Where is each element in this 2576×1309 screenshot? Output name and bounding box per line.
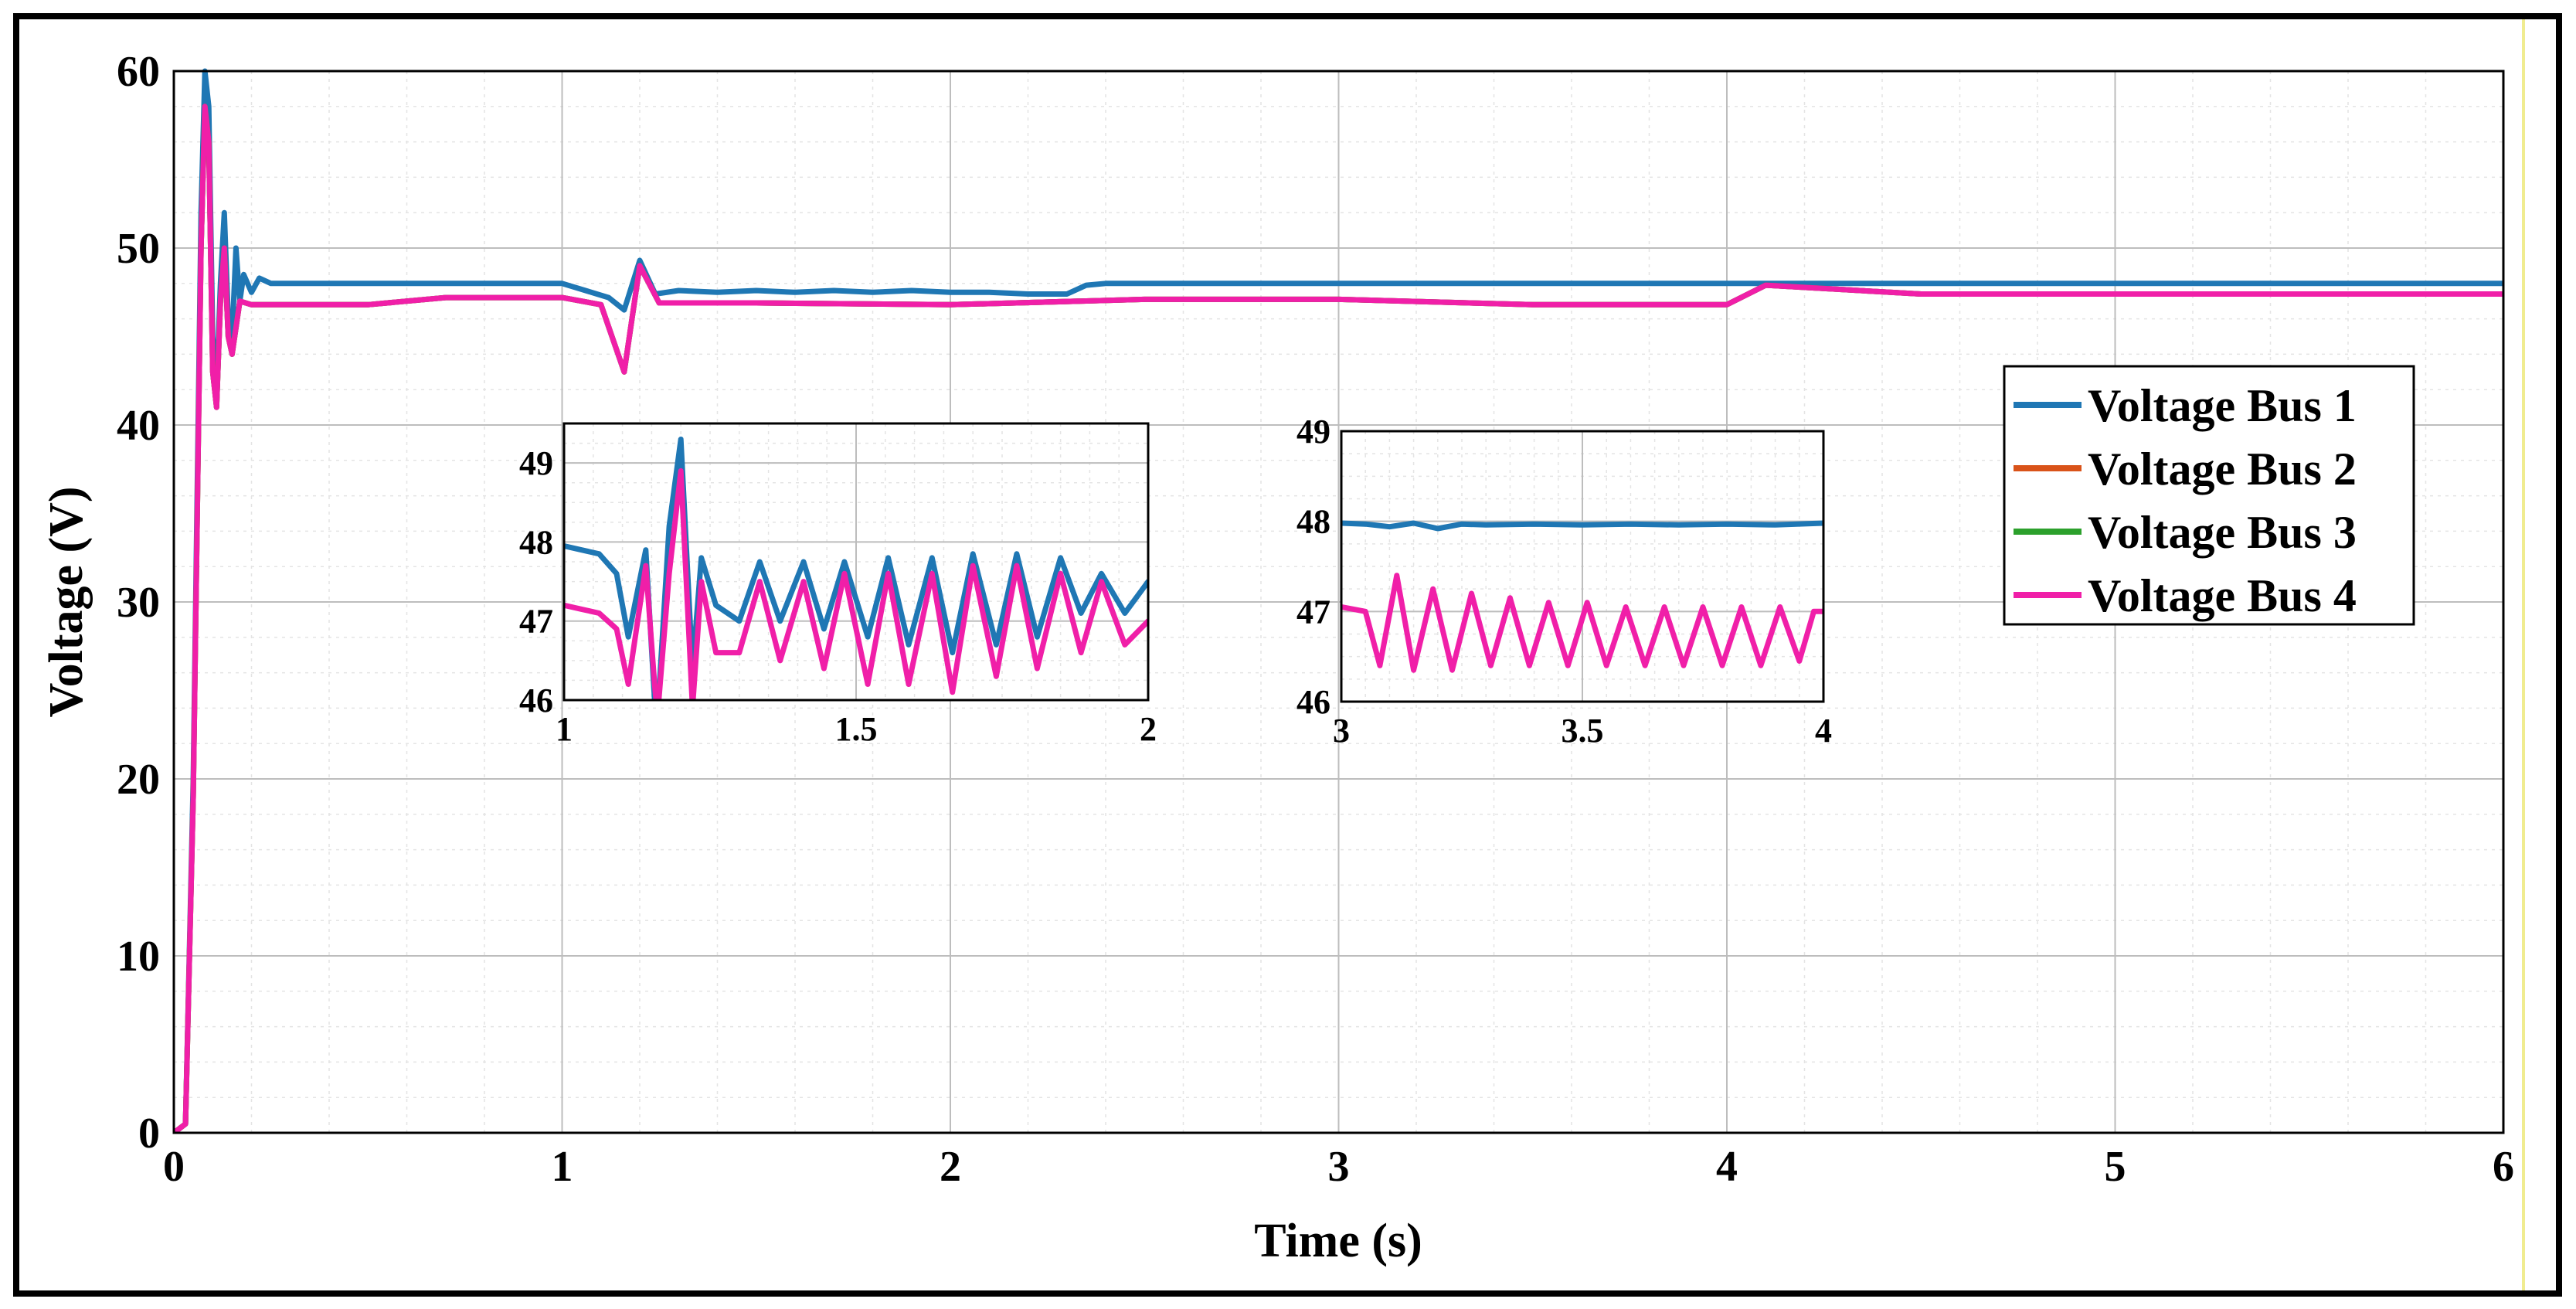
y-tick-label: 20 [117, 756, 160, 804]
y-tick-label: 50 [117, 225, 160, 273]
inset-2-y-tick-label: 47 [1296, 593, 1330, 631]
inset-1-series-lines [564, 437, 1148, 700]
legend-entry-bus-3: Voltage Bus 3 [2014, 507, 2357, 558]
inset-2-y-tick-label: 46 [1296, 683, 1330, 721]
legend: Voltage Bus 1 Voltage Bus 2 Voltage Bus … [2003, 365, 2415, 626]
inset-1-series-line-voltage-bus-4 [564, 468, 1148, 700]
legend-entry-bus-4: Voltage Bus 4 [2014, 570, 2357, 621]
x-tick-label: 5 [2105, 1143, 2126, 1191]
legend-label-bus-2: Voltage Bus 2 [2088, 444, 2357, 495]
inset-1-x-tick-labels: 1 1.5 2 [556, 710, 1157, 748]
y-tick-label: 30 [117, 579, 160, 627]
legend-label-bus-1: Voltage Bus 1 [2088, 380, 2357, 431]
x-tick-label: 1 [552, 1143, 573, 1191]
inset-2-series-line-voltage-bus-4 [1341, 573, 1823, 673]
inset-2-x-tick-label: 3 [1333, 712, 1350, 750]
inset-1-x-tick-label: 1 [556, 710, 573, 748]
inset-1-y-tick-label: 48 [519, 523, 553, 561]
y-tick-label: 40 [117, 402, 160, 450]
inset-1-box [562, 422, 1150, 702]
x-axis-label: Time (s) [1254, 1215, 1422, 1267]
legend-entry-bus-2: Voltage Bus 2 [2014, 444, 2357, 495]
legend-label-bus-4: Voltage Bus 4 [2088, 570, 2357, 621]
legend-box [2003, 365, 2415, 626]
legend-label-bus-3: Voltage Bus 3 [2088, 507, 2357, 558]
inset-2-series-lines [1341, 520, 1823, 673]
main-axes-box [172, 70, 2505, 1134]
inset-2-y-tick-label: 48 [1296, 503, 1330, 541]
main-x-tick-labels: 0 1 2 3 4 5 6 [163, 1143, 2514, 1191]
inset-2-x-tick-label: 4 [1815, 712, 1832, 750]
y-tick-label: 0 [138, 1110, 160, 1158]
inset-1-x-tick-label: 1.5 [835, 710, 878, 748]
main-y-tick-labels: 0 10 20 30 40 50 60 [117, 48, 160, 1158]
main-axes: 0 1 2 3 4 5 6 0 10 20 30 40 50 60 Time (s) Voltage (… [40, 48, 2514, 1267]
y-tick-label: 60 [117, 48, 160, 96]
main-series-lines [174, 68, 2503, 1133]
inset-1-y-tick-label: 47 [519, 603, 553, 641]
x-tick-label: 3 [1328, 1143, 1350, 1191]
inset-1-y-tick-label: 49 [519, 444, 553, 482]
inset-2-y-tick-labels: 46 47 48 49 [1296, 413, 1330, 721]
x-tick-label: 0 [163, 1143, 185, 1191]
inset-1-y-tick-labels: 46 47 48 49 [519, 444, 553, 719]
inset-2-y-tick-label: 49 [1296, 413, 1330, 450]
x-tick-label: 6 [2493, 1143, 2514, 1191]
x-tick-label: 4 [1716, 1143, 1738, 1191]
main-series-line-voltage-bus-4 [174, 104, 2503, 1133]
inset-1-x-tick-label: 2 [1140, 710, 1157, 748]
y-tick-label: 10 [117, 933, 160, 981]
x-tick-label: 2 [940, 1143, 961, 1191]
inset-2-x-tick-labels: 3 3.5 4 [1333, 712, 1832, 750]
inset-2-series-line-voltage-bus-1 [1341, 520, 1823, 532]
inset-1-y-tick-label: 46 [519, 682, 553, 719]
inset-2-x-tick-label: 3.5 [1562, 712, 1604, 750]
legend-entry-bus-1: Voltage Bus 1 [2014, 380, 2357, 431]
inset-2-box [1340, 430, 1825, 703]
y-axis-label: Voltage (V) [40, 486, 93, 717]
